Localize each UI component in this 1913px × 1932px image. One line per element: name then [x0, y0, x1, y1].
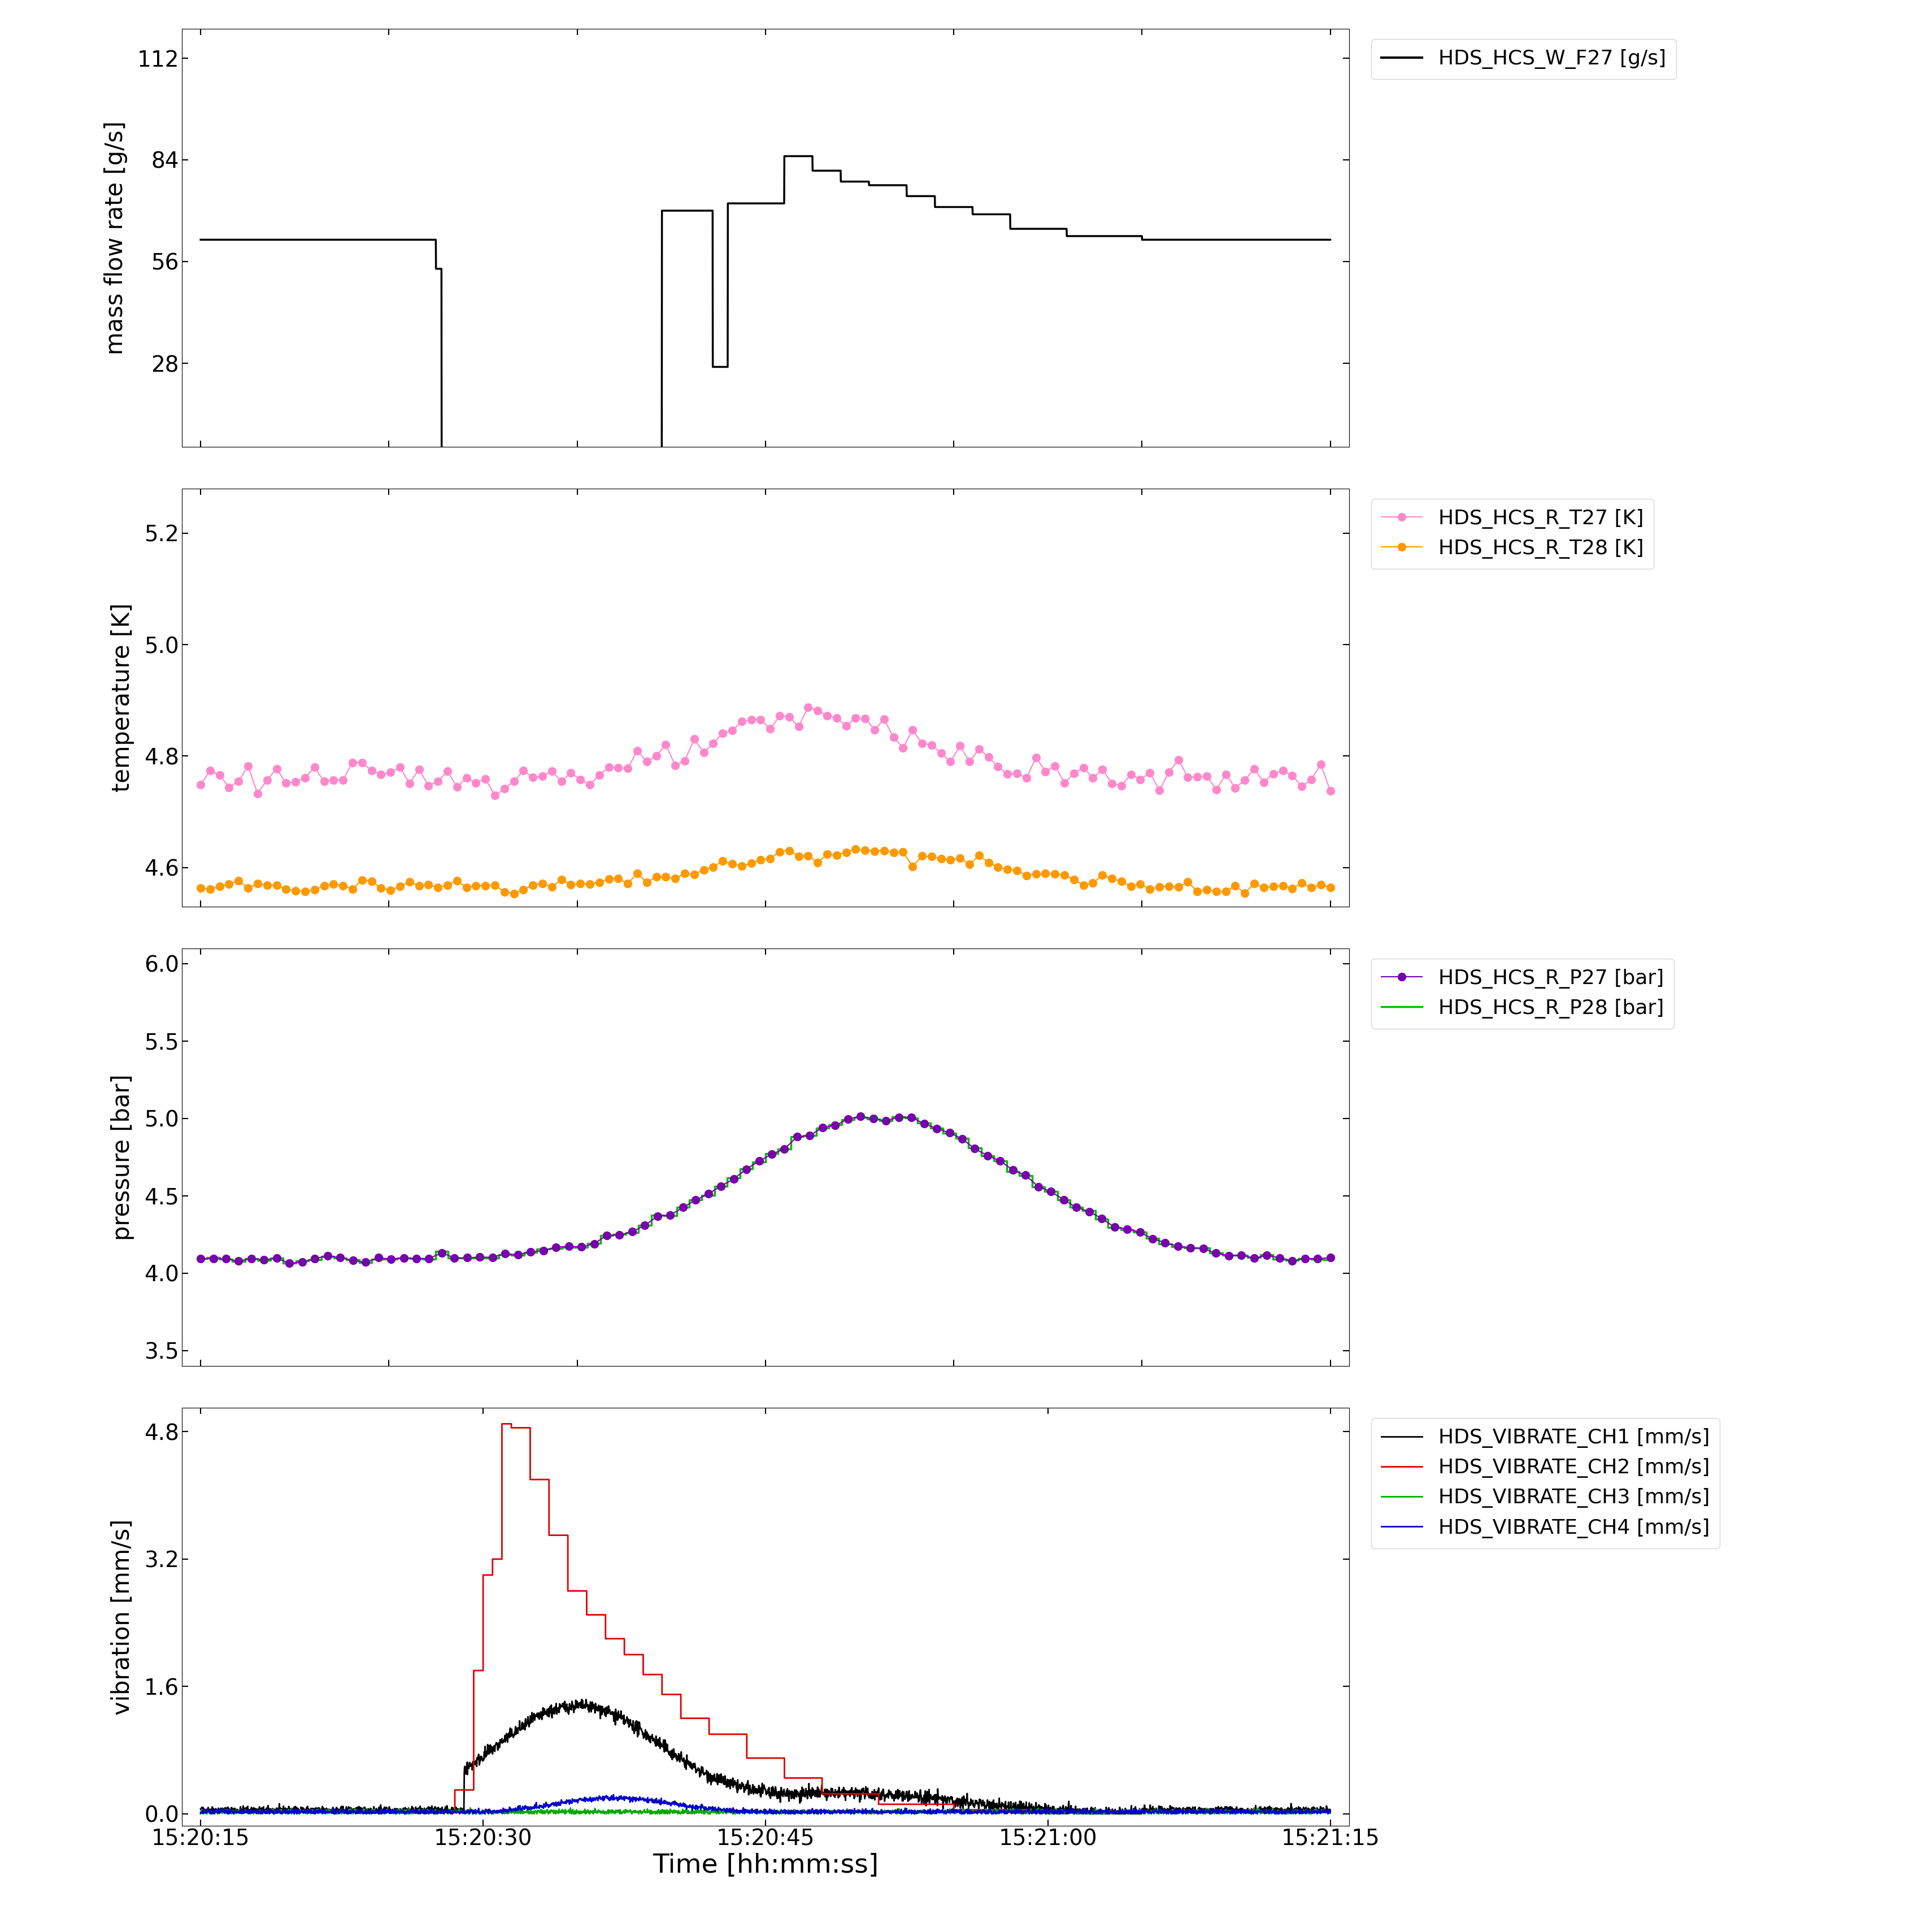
Legend: HDS_HCS_R_P27 [bar], HDS_HCS_R_P28 [bar]: HDS_HCS_R_P27 [bar], HDS_HCS_R_P28 [bar]: [1370, 958, 1674, 1028]
Legend: HDS_HCS_W_F27 [g/s]: HDS_HCS_W_F27 [g/s]: [1370, 39, 1676, 79]
Legend: HDS_HCS_R_T27 [K], HDS_HCS_R_T28 [K]: HDS_HCS_R_T27 [K], HDS_HCS_R_T28 [K]: [1370, 498, 1653, 568]
Y-axis label: pressure [bar]: pressure [bar]: [111, 1074, 134, 1240]
Y-axis label: temperature [K]: temperature [K]: [111, 603, 134, 792]
Legend: HDS_VIBRATE_CH1 [mm/s], HDS_VIBRATE_CH2 [mm/s], HDS_VIBRATE_CH3 [mm/s], HDS_VIBR: HDS_VIBRATE_CH1 [mm/s], HDS_VIBRATE_CH2 …: [1370, 1418, 1720, 1548]
X-axis label: Time [hh:mm:ss]: Time [hh:mm:ss]: [652, 1853, 878, 1878]
Y-axis label: vibration [mm/s]: vibration [mm/s]: [111, 1519, 134, 1716]
Y-axis label: mass flow rate [g/s]: mass flow rate [g/s]: [103, 122, 128, 355]
